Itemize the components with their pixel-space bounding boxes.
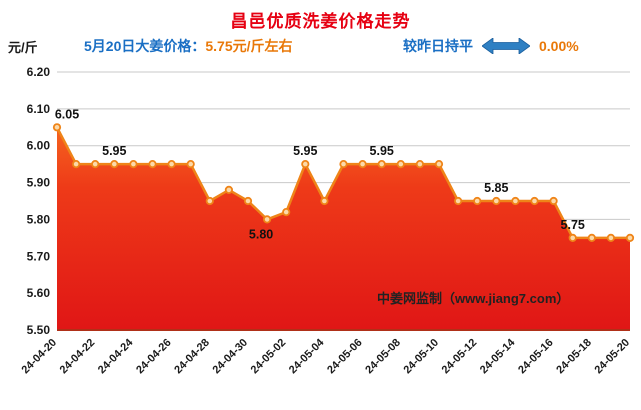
svg-text:24-05-20: 24-05-20: [592, 337, 632, 377]
trend-indicator: 较昨日持平 0.00%: [403, 36, 579, 56]
svg-text:5.50: 5.50: [27, 323, 51, 337]
svg-text:5.75: 5.75: [561, 218, 585, 232]
svg-text:24-05-06: 24-05-06: [325, 337, 365, 377]
svg-text:24-05-16: 24-05-16: [516, 337, 556, 377]
svg-text:5.85: 5.85: [484, 181, 508, 195]
svg-text:24-04-30: 24-04-30: [210, 337, 250, 377]
trend-label: 较昨日持平: [403, 38, 473, 54]
svg-text:6.10: 6.10: [27, 102, 51, 116]
svg-text:24-05-10: 24-05-10: [401, 337, 441, 377]
svg-text:5.80: 5.80: [249, 227, 273, 241]
svg-text:5.90: 5.90: [27, 176, 51, 190]
svg-text:5.95: 5.95: [102, 144, 126, 158]
svg-text:24-05-04: 24-05-04: [287, 336, 327, 376]
svg-text:5.60: 5.60: [27, 286, 51, 300]
svg-text:5.95: 5.95: [370, 144, 394, 158]
svg-text:5.80: 5.80: [27, 212, 51, 226]
svg-text:24-04-28: 24-04-28: [172, 337, 212, 377]
svg-text:6.00: 6.00: [27, 139, 51, 153]
svg-text:24-05-02: 24-05-02: [249, 337, 289, 377]
chart-title: 昌邑优质洗姜价格走势: [230, 12, 411, 31]
price-date-label: 5月20日大姜价格：: [84, 38, 206, 54]
price-subtitle: 5月20日大姜价格：5.75元/斤左右: [84, 36, 293, 56]
left-right-arrow-icon: [482, 38, 530, 54]
svg-text:5.70: 5.70: [27, 249, 51, 263]
svg-text:24-05-12: 24-05-12: [440, 337, 480, 377]
svg-text:24-05-08: 24-05-08: [363, 337, 403, 377]
svg-text:5.95: 5.95: [293, 144, 317, 158]
y-axis-unit-label: 元/斤: [8, 40, 38, 55]
svg-text:24-04-26: 24-04-26: [134, 337, 174, 377]
svg-text:6.05: 6.05: [55, 107, 79, 121]
svg-text:24-04-24: 24-04-24: [96, 336, 136, 376]
svg-text:6.20: 6.20: [27, 65, 51, 79]
price-value: 5.75元/斤左右: [205, 38, 293, 54]
price-chart: 6.20 6.10 6.00 5.90 5.80 5.70 5.60 5.50 6.05 5.95…: [19, 65, 635, 377]
chart-area: 6.20 6.10 6.00 5.90 5.80 5.70 5.60 5.50 6.05 5.95…: [0, 62, 641, 410]
trend-percent: 0.00%: [539, 38, 579, 54]
svg-text:24-04-20: 24-04-20: [19, 337, 59, 377]
svg-text:24-04-22: 24-04-22: [58, 337, 98, 377]
svg-text:24-05-14: 24-05-14: [478, 336, 518, 376]
svg-text:24-05-18: 24-05-18: [554, 337, 594, 377]
watermark-text: 中姜网监制（www.jiang7.com）: [377, 291, 569, 306]
